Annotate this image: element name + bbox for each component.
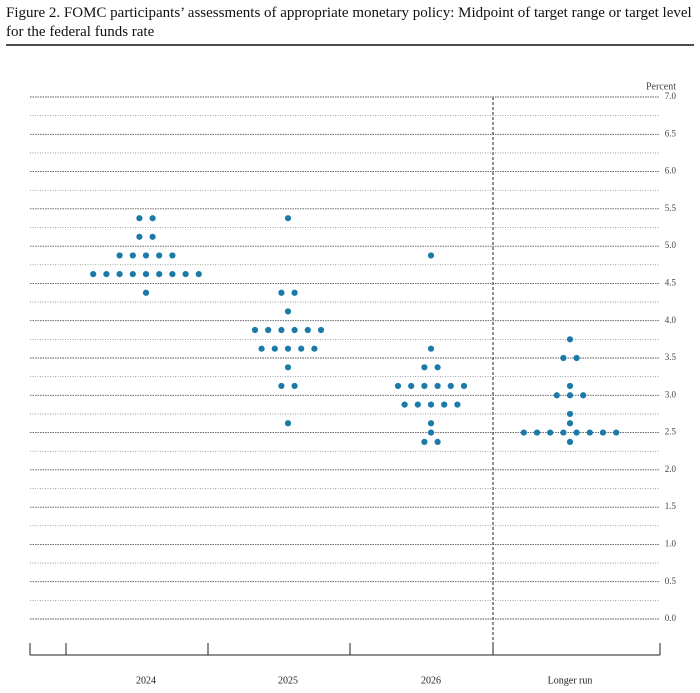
dot bbox=[284, 308, 292, 315]
dot bbox=[284, 420, 292, 427]
dot bbox=[599, 429, 607, 436]
dot bbox=[573, 354, 580, 362]
y-tick-label: 3.0 bbox=[665, 389, 677, 399]
dot bbox=[533, 429, 541, 436]
dot bbox=[421, 382, 428, 390]
y-tick-label: 4.5 bbox=[665, 277, 677, 287]
dot bbox=[251, 326, 259, 334]
dot bbox=[136, 215, 143, 222]
dot bbox=[90, 271, 97, 278]
dot bbox=[421, 364, 428, 371]
dot bbox=[434, 364, 441, 371]
dot bbox=[304, 326, 311, 334]
dot bbox=[566, 382, 574, 390]
dot bbox=[271, 345, 278, 352]
dot bbox=[580, 392, 587, 399]
dot bbox=[553, 392, 560, 399]
chart-title: Figure 2. FOMC participants’ assessments… bbox=[6, 5, 692, 40]
dot bbox=[278, 382, 285, 390]
y-tick-label: 0.5 bbox=[665, 576, 677, 586]
dot bbox=[278, 289, 285, 296]
x-tick-label: Longer run bbox=[548, 675, 593, 686]
dot bbox=[414, 401, 421, 408]
x-tick-label: 2025 bbox=[278, 675, 298, 686]
dot bbox=[284, 364, 292, 371]
y-tick-label: 2.5 bbox=[665, 427, 677, 437]
y-tick-label: 1.0 bbox=[665, 538, 677, 548]
dot bbox=[149, 233, 156, 240]
dot bbox=[427, 345, 435, 352]
dot bbox=[142, 271, 150, 278]
x-tick-label: 2024 bbox=[136, 675, 156, 686]
dot bbox=[317, 326, 325, 334]
dot bbox=[427, 429, 435, 436]
dot bbox=[441, 401, 448, 408]
y-tick-label: 4.0 bbox=[665, 315, 677, 325]
dot bbox=[169, 271, 176, 278]
dot bbox=[142, 252, 150, 259]
dot bbox=[311, 345, 318, 352]
y-tick-label: 6.5 bbox=[665, 128, 677, 138]
y-tick-label: 7.0 bbox=[665, 91, 677, 101]
dot bbox=[401, 401, 408, 408]
dot bbox=[291, 289, 298, 296]
dot bbox=[291, 326, 298, 334]
y-tick-label: 3.5 bbox=[665, 352, 677, 362]
dot bbox=[560, 429, 567, 436]
dot bbox=[421, 438, 428, 445]
dot bbox=[586, 429, 593, 436]
y-tick-label: 2.0 bbox=[665, 464, 677, 474]
y-tick-label: 0.0 bbox=[665, 613, 677, 623]
dot bbox=[169, 252, 176, 259]
dot bbox=[182, 271, 189, 278]
y-tick-label: 1.5 bbox=[665, 501, 677, 511]
dot bbox=[394, 382, 402, 390]
dot bbox=[520, 429, 527, 436]
dot bbox=[573, 429, 580, 436]
y-tick-label: 5.5 bbox=[665, 203, 677, 213]
dot bbox=[156, 252, 163, 259]
dot bbox=[408, 382, 415, 390]
dot bbox=[278, 326, 285, 334]
dot bbox=[547, 429, 554, 436]
dot bbox=[298, 345, 305, 352]
dot bbox=[434, 382, 441, 390]
dot bbox=[265, 326, 272, 334]
dot bbox=[566, 392, 574, 399]
dot bbox=[566, 420, 574, 427]
y-axis-label: Percent bbox=[646, 81, 676, 92]
dot bbox=[427, 420, 435, 427]
dot bbox=[136, 233, 143, 240]
dot bbox=[284, 345, 292, 352]
dot bbox=[291, 382, 298, 390]
dot bbox=[613, 429, 620, 436]
dot bbox=[129, 271, 136, 278]
x-tick-label: 2026 bbox=[421, 675, 441, 686]
dot bbox=[156, 271, 163, 278]
dot bbox=[434, 438, 441, 445]
dot bbox=[116, 271, 123, 278]
y-tick-label: 6.0 bbox=[665, 166, 677, 176]
dot bbox=[560, 354, 567, 362]
dot bbox=[129, 252, 136, 259]
dot bbox=[116, 252, 123, 259]
dot bbox=[103, 271, 110, 278]
dot bbox=[195, 271, 202, 278]
dot bbox=[454, 401, 461, 408]
dot bbox=[149, 215, 156, 222]
dot bbox=[258, 345, 265, 352]
dot bbox=[427, 252, 435, 259]
dot bbox=[460, 382, 468, 390]
dot bbox=[447, 382, 454, 390]
dot bbox=[566, 336, 574, 343]
dot bbox=[142, 289, 150, 296]
title-box: Figure 2. FOMC participants’ assessments… bbox=[6, 5, 692, 40]
dot bbox=[566, 410, 574, 418]
dot bbox=[284, 215, 292, 222]
y-tick-label: 5.0 bbox=[665, 240, 677, 250]
dot bbox=[427, 401, 435, 408]
dot bbox=[566, 438, 574, 445]
